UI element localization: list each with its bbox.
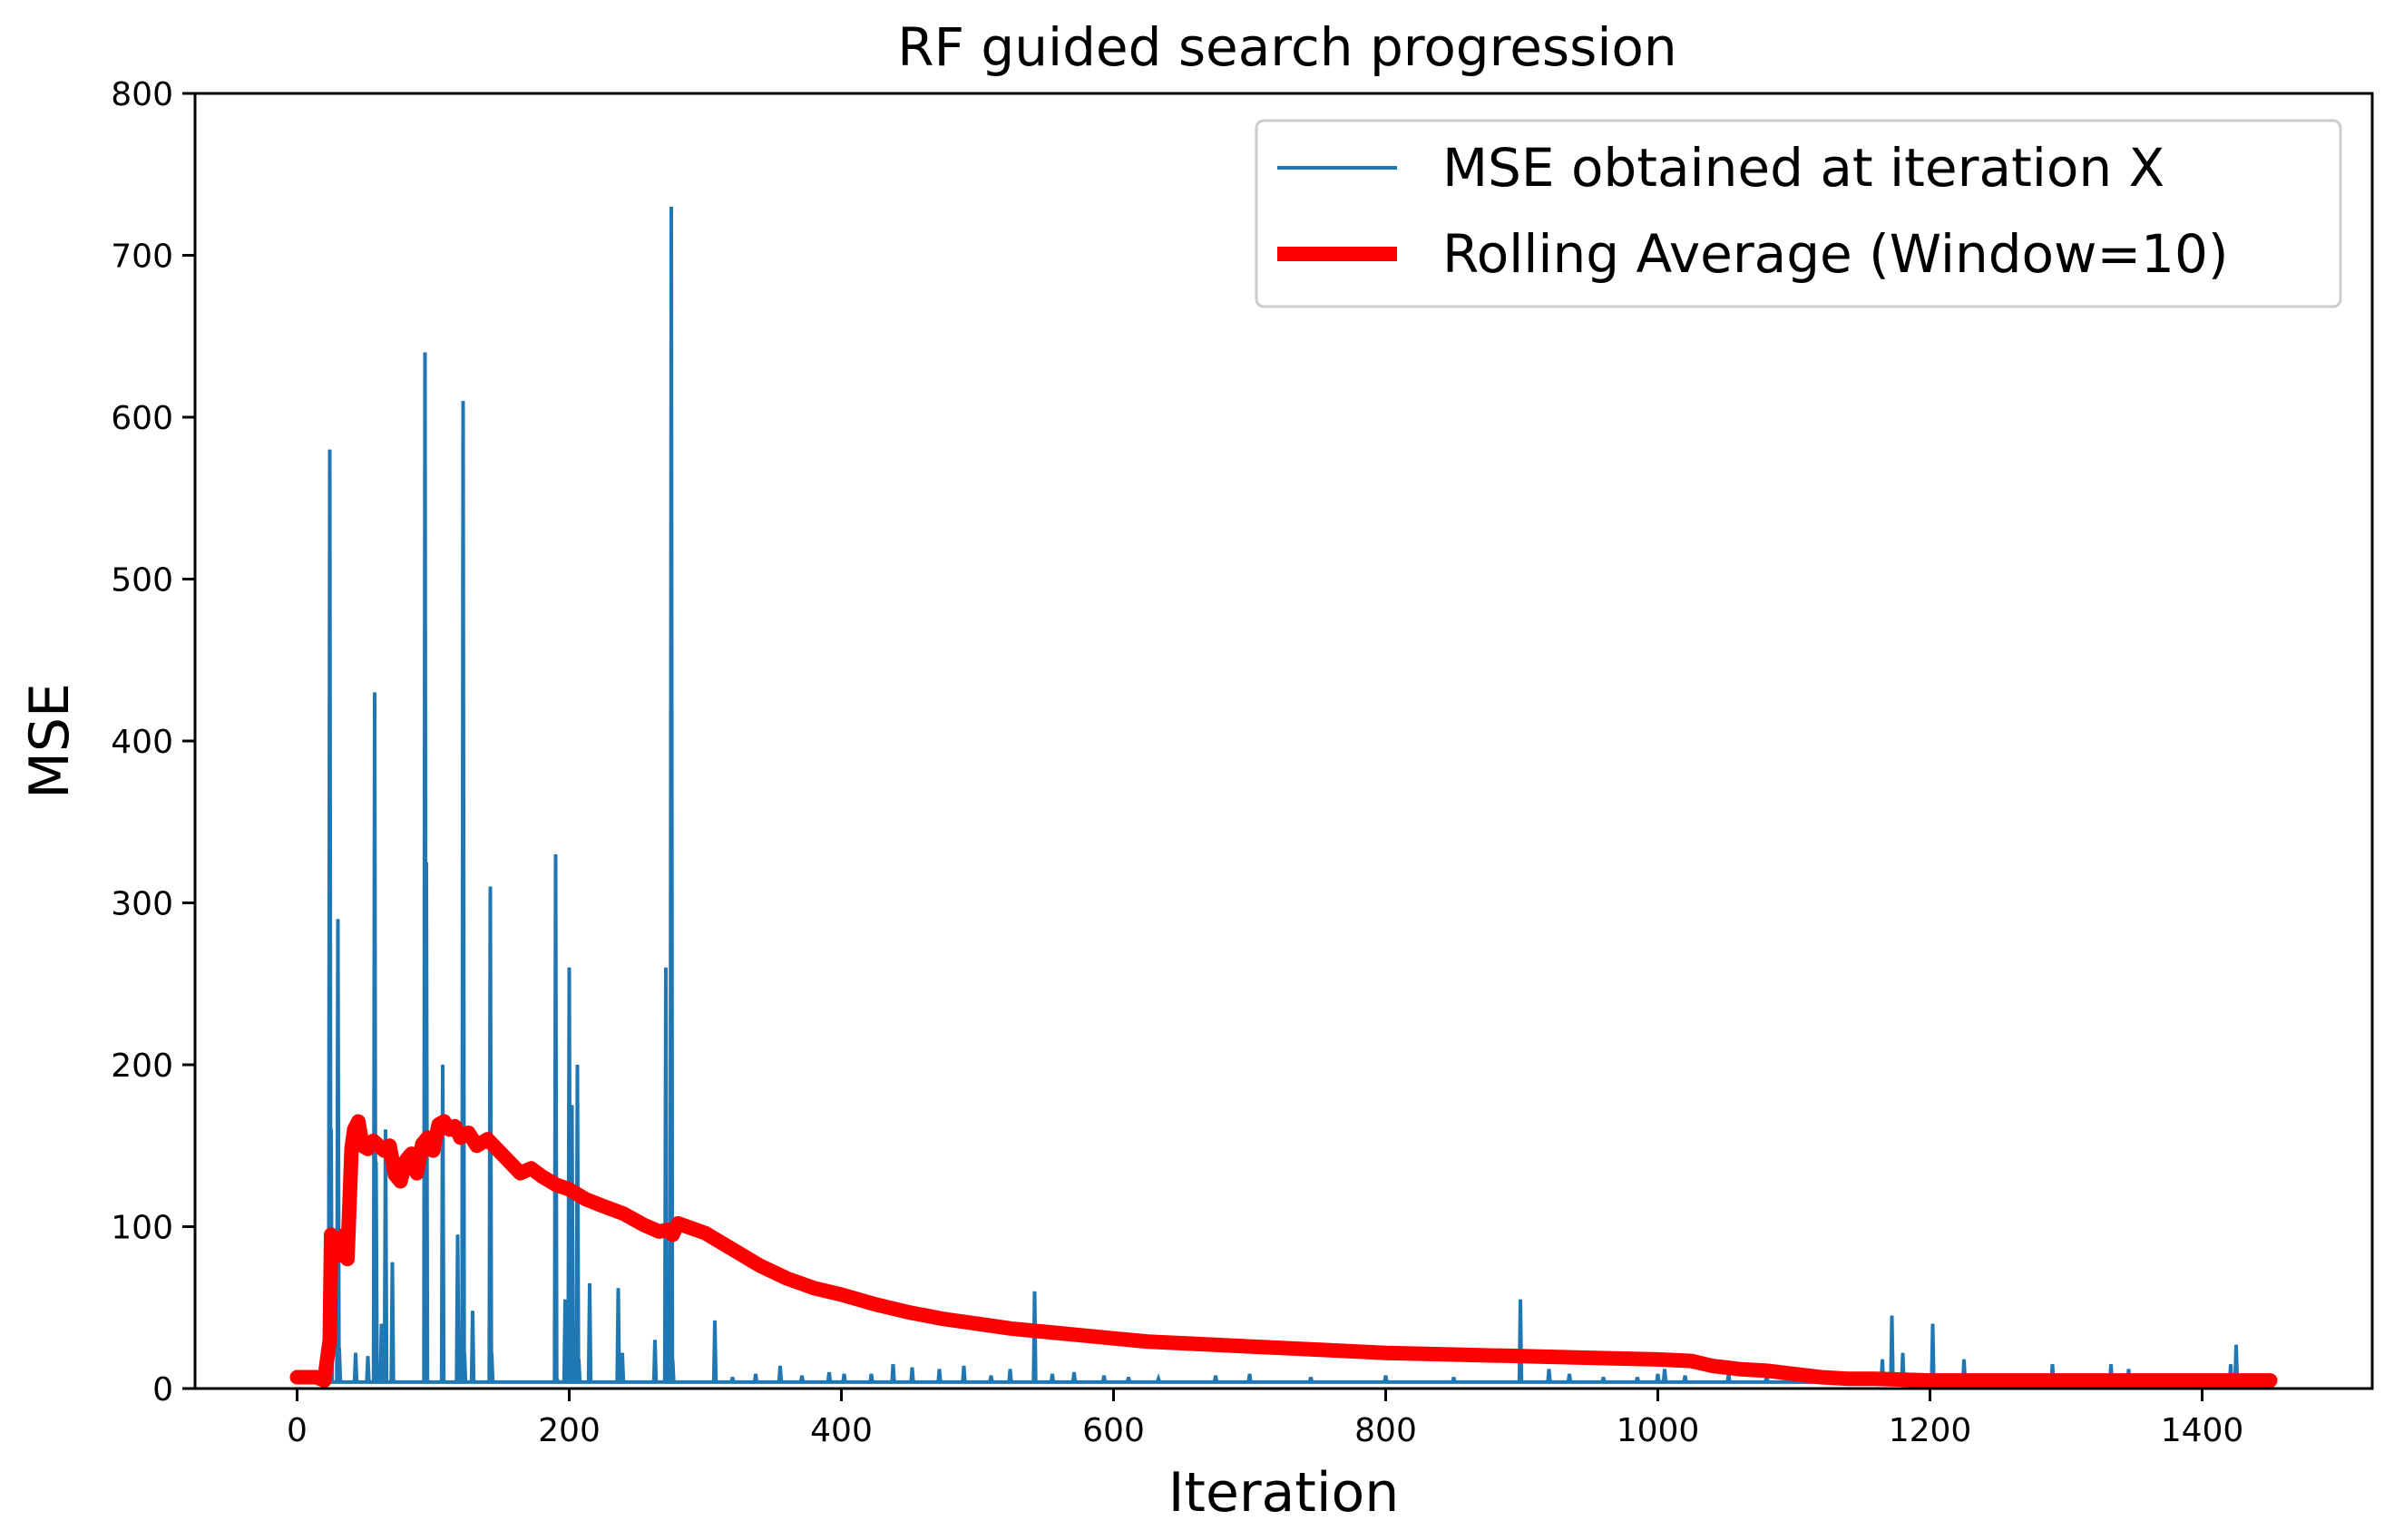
mse-spike-point bbox=[564, 1299, 566, 1301]
mse-spike-point bbox=[665, 967, 667, 969]
mse-spike-point bbox=[779, 1365, 781, 1367]
plot-frame bbox=[193, 92, 2374, 1390]
mse-spike-point bbox=[871, 1373, 872, 1375]
mse-spike-point bbox=[2052, 1363, 2053, 1365]
mse-spike-point bbox=[442, 1064, 444, 1066]
y-tick-label: 200 bbox=[111, 1048, 173, 1085]
mse-spike-point bbox=[893, 1363, 894, 1365]
x-tick-label: 600 bbox=[1082, 1412, 1145, 1449]
mse-spike-point bbox=[963, 1365, 964, 1367]
mse-spike-point bbox=[1310, 1377, 1312, 1379]
mse-spike-point bbox=[2110, 1363, 2112, 1365]
mse-spike-point bbox=[1568, 1373, 1570, 1375]
mse-spike-point bbox=[569, 967, 570, 969]
mse-spike-point bbox=[1932, 1323, 1933, 1325]
mse-spike-point bbox=[1685, 1375, 1686, 1377]
legend-frame bbox=[1255, 119, 2342, 308]
mse-spike-point bbox=[578, 1359, 580, 1360]
x-tick-label: 200 bbox=[538, 1412, 601, 1449]
x-tick-label: 1200 bbox=[1889, 1412, 1972, 1449]
mse-spike-point bbox=[912, 1367, 913, 1369]
mse-spike-point bbox=[1637, 1377, 1638, 1379]
x-tick-label: 800 bbox=[1354, 1412, 1417, 1449]
x-tick-label: 400 bbox=[810, 1412, 873, 1449]
mse-spike-point bbox=[463, 400, 464, 402]
mse-spike-point bbox=[528, 1381, 529, 1383]
legend-label-rolling-average: Rolling Average (Window=10) bbox=[1442, 223, 2229, 285]
mse-spike-point bbox=[689, 1381, 691, 1383]
y-tick-label: 400 bbox=[111, 724, 173, 761]
mse-spike-point bbox=[515, 1381, 517, 1383]
mse-spike-point bbox=[1215, 1375, 1217, 1377]
plot-area bbox=[289, 206, 2278, 1389]
mse-spike-point bbox=[672, 1359, 673, 1360]
mse-spike-point bbox=[2230, 1363, 2232, 1365]
mse-spike-point bbox=[1249, 1373, 1250, 1375]
mse-spike-point bbox=[346, 1381, 347, 1383]
y-tick-label: 300 bbox=[111, 886, 173, 923]
x-axis-ticks: 0 200 400 600 800 1000 1200 1400 bbox=[287, 1389, 2243, 1449]
mse-spike-point bbox=[374, 691, 376, 693]
mse-spike-point bbox=[1103, 1375, 1105, 1377]
mse-spike-point bbox=[1902, 1352, 1903, 1354]
mse-spike-point bbox=[1603, 1377, 1604, 1379]
mse-spike-point bbox=[1881, 1359, 1883, 1360]
mse-spike-point bbox=[555, 853, 556, 855]
mse-spike-point bbox=[1519, 1299, 1521, 1301]
x-axis-title: Iteration bbox=[1168, 1461, 1400, 1525]
y-tick-label: 700 bbox=[111, 239, 173, 276]
y-tick-label: 800 bbox=[111, 76, 173, 113]
mse-spike-point bbox=[618, 1287, 619, 1289]
y-axis-title: MSE bbox=[18, 683, 82, 799]
mse-spike-point bbox=[1073, 1371, 1075, 1373]
mse-spike-point bbox=[2235, 1344, 2237, 1346]
mse-spike-point bbox=[338, 1347, 340, 1349]
mse-spike-point bbox=[367, 1355, 368, 1357]
mse-spike-point bbox=[828, 1371, 830, 1373]
chart-title: RF guided search progression bbox=[897, 16, 1676, 78]
legend: MSE obtained at iteration X Rolling Aver… bbox=[1255, 119, 2342, 308]
mse-spike-point bbox=[329, 449, 330, 451]
mse-spike-point bbox=[1453, 1377, 1454, 1379]
x-tick-label: 1400 bbox=[2161, 1412, 2244, 1449]
mse-spike-point bbox=[337, 918, 338, 920]
mse-spike-point bbox=[1051, 1373, 1053, 1375]
y-tick-label: 0 bbox=[152, 1371, 173, 1408]
mse-spike-point bbox=[577, 1064, 578, 1066]
mse-spike-point bbox=[755, 1373, 757, 1375]
y-tick-label: 600 bbox=[111, 400, 173, 437]
mse-spike-point bbox=[1963, 1359, 1965, 1360]
y-tick-label: 500 bbox=[111, 562, 173, 599]
mse-spike-point bbox=[490, 886, 491, 888]
series-rolling-average-line bbox=[289, 1114, 2278, 1389]
mse-spike-point bbox=[801, 1375, 803, 1377]
y-axis-ticks: 0 100 200 300 400 500 600 700 800 bbox=[111, 76, 195, 1408]
mse-spike-point bbox=[464, 1352, 465, 1354]
legend-label-mse: MSE obtained at iteration X bbox=[1442, 137, 2164, 199]
x-tick-label: 0 bbox=[287, 1412, 308, 1449]
mse-spike-point bbox=[501, 1381, 502, 1383]
mse-spike-point bbox=[417, 1381, 419, 1383]
mse-spike-point bbox=[621, 1352, 623, 1354]
mse-spike-point bbox=[1657, 1373, 1658, 1375]
mse-spike-point bbox=[1385, 1375, 1386, 1377]
mse-spike-point bbox=[844, 1373, 845, 1375]
mse-spike-point bbox=[1891, 1315, 1892, 1317]
mse-spike-point bbox=[670, 206, 672, 208]
mse-spike-point bbox=[381, 1323, 382, 1325]
mse-spike-point bbox=[425, 862, 427, 863]
mse-spike-point bbox=[991, 1375, 992, 1377]
mse-spike-point bbox=[732, 1377, 733, 1379]
mse-spike-point bbox=[457, 1233, 458, 1235]
mse-spike-point bbox=[589, 1282, 591, 1284]
x-tick-label: 1000 bbox=[1617, 1412, 1700, 1449]
mse-spike-point bbox=[330, 1128, 332, 1130]
mse-spike-point bbox=[491, 1352, 493, 1354]
y-tick-label: 100 bbox=[111, 1210, 173, 1247]
mse-spike-point bbox=[355, 1352, 357, 1354]
